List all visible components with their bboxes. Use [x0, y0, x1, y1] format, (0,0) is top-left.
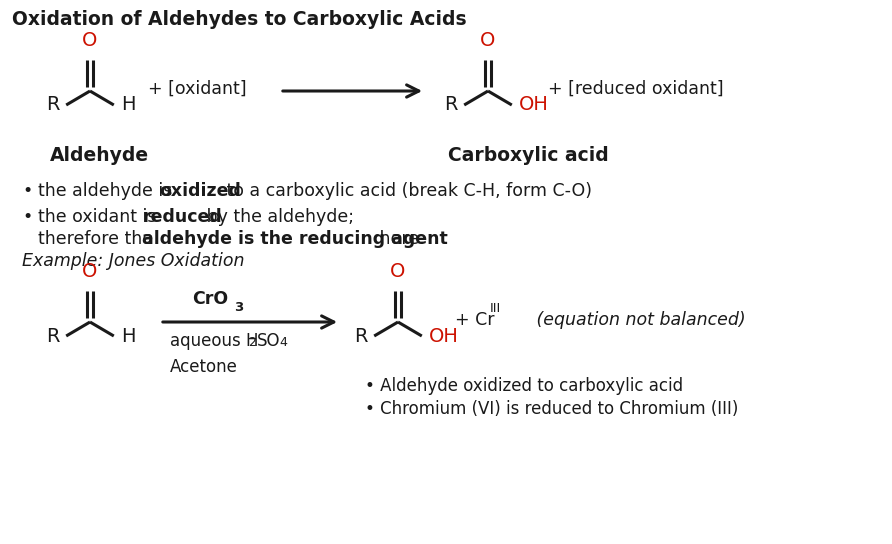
Text: oxidized: oxidized [159, 182, 241, 200]
Text: O: O [480, 31, 496, 50]
Text: 4: 4 [279, 336, 287, 349]
Text: O: O [82, 31, 98, 50]
Text: Carboxylic acid: Carboxylic acid [448, 146, 608, 165]
Text: 2: 2 [248, 336, 256, 349]
Text: Acetone: Acetone [170, 358, 238, 376]
Text: •: • [22, 182, 32, 200]
Text: •: • [22, 208, 32, 226]
Text: O: O [82, 262, 98, 281]
Text: reduced: reduced [143, 208, 223, 226]
Text: OH: OH [429, 326, 458, 345]
Text: O: O [391, 262, 406, 281]
Text: R: R [45, 326, 59, 345]
Text: here.: here. [374, 230, 425, 248]
Text: H: H [120, 326, 136, 345]
Text: H: H [120, 96, 136, 114]
Text: 3: 3 [234, 301, 244, 314]
Text: R: R [443, 96, 458, 114]
Text: R: R [45, 96, 59, 114]
Text: the aldehyde is: the aldehyde is [38, 182, 178, 200]
Text: • Chromium (VI) is reduced to Chromium (III): • Chromium (VI) is reduced to Chromium (… [365, 400, 739, 418]
Text: the oxidant is: the oxidant is [38, 208, 162, 226]
Text: + [oxidant]: + [oxidant] [148, 80, 246, 98]
Text: R: R [354, 326, 368, 345]
Text: OH: OH [519, 96, 549, 114]
Text: Example: Jones Oxidation: Example: Jones Oxidation [22, 252, 244, 270]
Text: • Aldehyde oxidized to carboxylic acid: • Aldehyde oxidized to carboxylic acid [365, 377, 683, 395]
Text: (equation not balanced): (equation not balanced) [520, 311, 746, 329]
Text: SO: SO [257, 332, 280, 350]
Text: + [reduced oxidant]: + [reduced oxidant] [548, 80, 723, 98]
Text: III: III [490, 301, 501, 314]
Text: therefore the: therefore the [38, 230, 159, 248]
Text: Aldehyde: Aldehyde [50, 146, 149, 165]
Text: + Cr: + Cr [455, 311, 494, 329]
Text: Oxidation of Aldehydes to Carboxylic Acids: Oxidation of Aldehydes to Carboxylic Aci… [12, 10, 467, 29]
Text: aldehyde is the reducing agent: aldehyde is the reducing agent [142, 230, 448, 248]
Text: CrO: CrO [192, 290, 228, 308]
Text: aqueous H: aqueous H [170, 332, 259, 350]
Text: to a carboxylic acid (break C-H, form C-O): to a carboxylic acid (break C-H, form C-… [221, 182, 592, 200]
Text: by the aldehyde;: by the aldehyde; [201, 208, 354, 226]
